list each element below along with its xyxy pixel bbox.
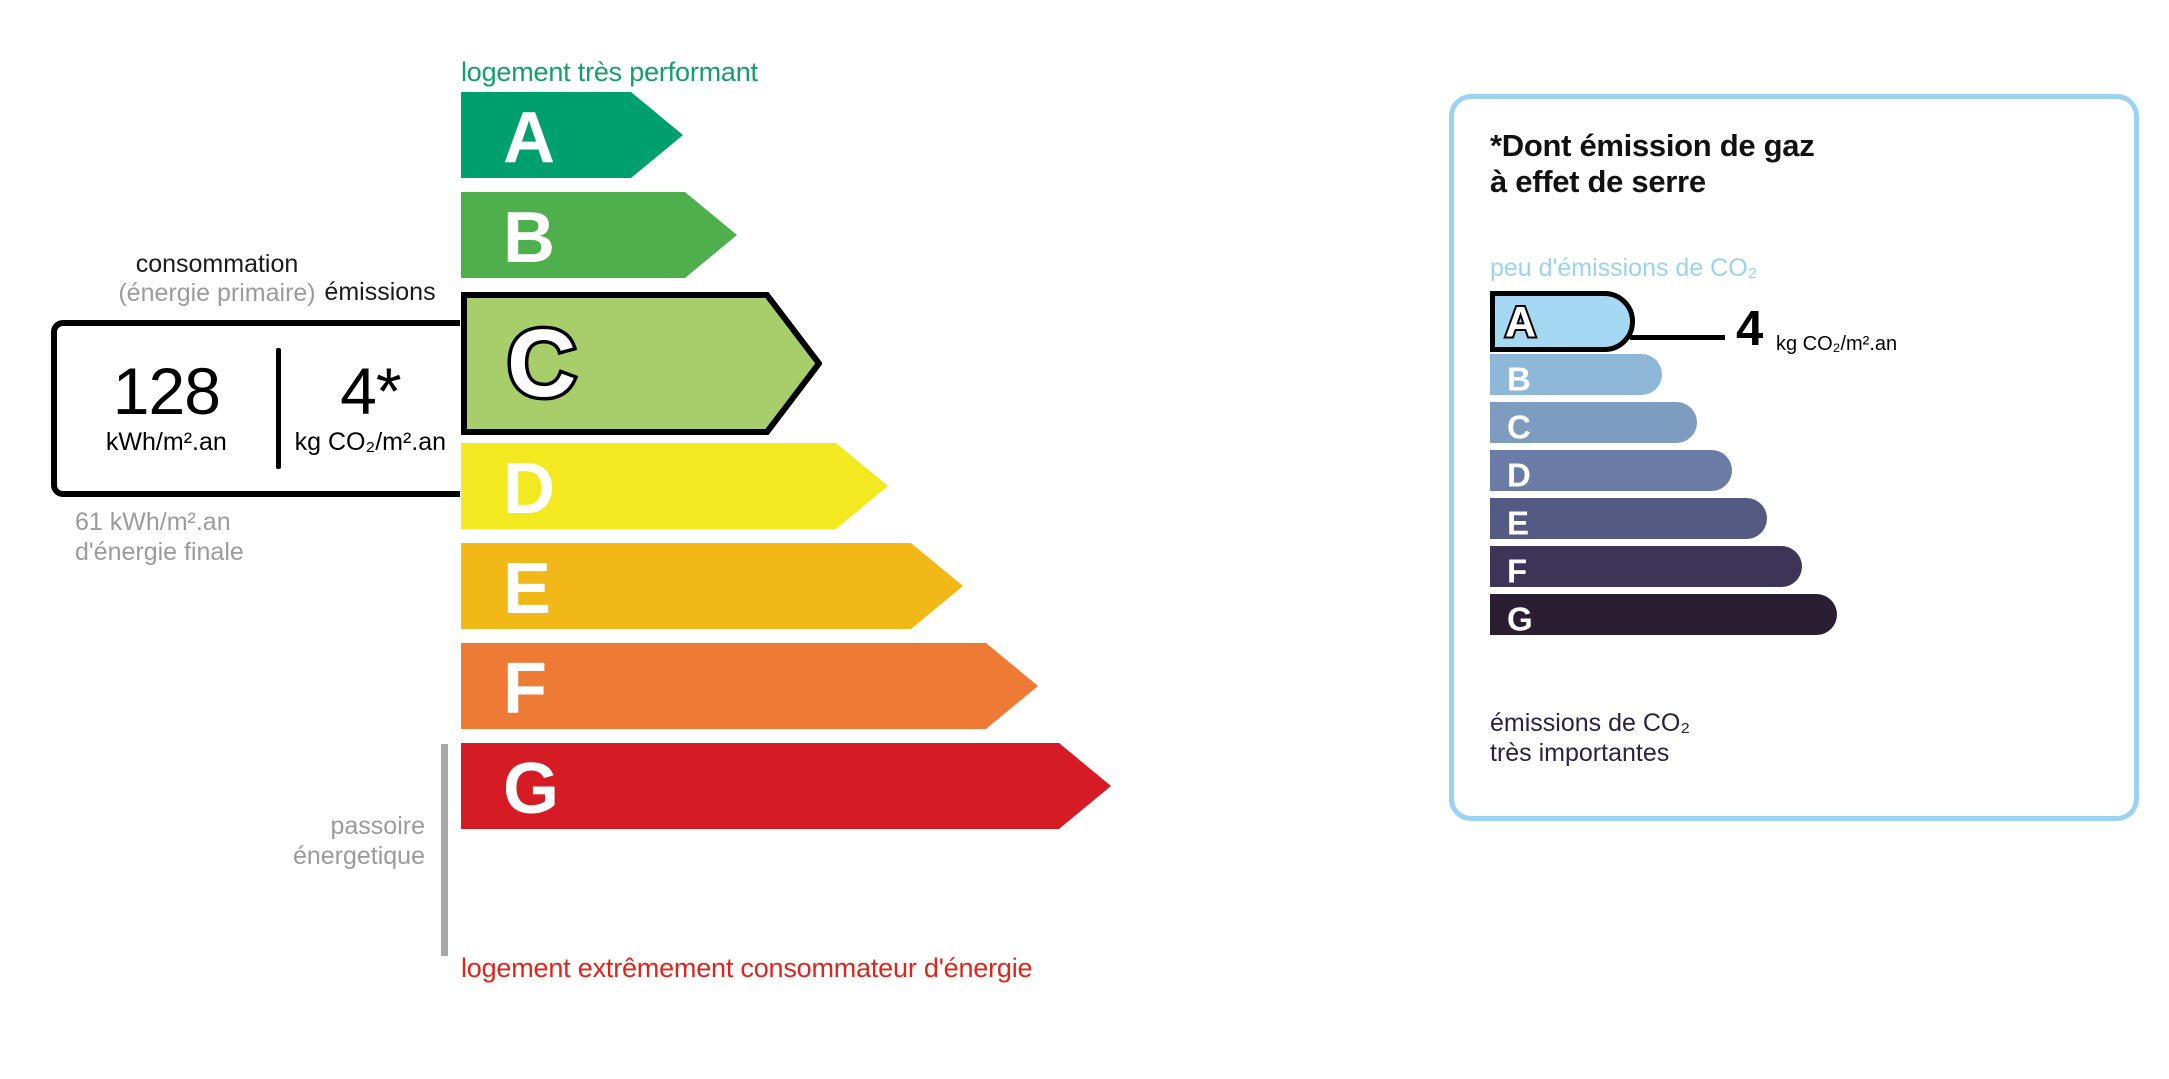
ges-value: 4: [1736, 302, 1764, 356]
consumption-header-line2: (énergie primaire): [118, 279, 316, 307]
energy-grade-row-c: C: [461, 292, 822, 435]
consumption-unit: kWh/m².an: [105, 428, 227, 457]
final-energy-line1: 61 kWh/m².an: [75, 508, 231, 536]
value-box: 128 kWh/m².an 4* kg CO₂/m².an: [51, 320, 460, 497]
energy-bar-shape-c: [461, 292, 822, 435]
emissions-unit: kg CO₂/m².an: [294, 428, 447, 457]
energy-grade-row-a: A: [461, 92, 689, 184]
ges-bar-shape-c: [1490, 402, 1697, 443]
ges-bar-shape-d: [1490, 450, 1732, 491]
energy-bar-shape-b: [461, 192, 737, 278]
ges-grade-row-d: D: [1490, 450, 1732, 499]
ges-title-line2: à effet de serre: [1490, 163, 1706, 199]
emissions-header: émissions: [324, 278, 436, 306]
ges-grade-row-f: F: [1490, 546, 1802, 595]
final-energy-note: 61 kWh/m².an d'énergie finale: [75, 508, 244, 567]
energy-caption-bottom: logement extrêmement consommateur d'éner…: [461, 953, 1033, 983]
consumption-header-line1: consommation: [135, 250, 299, 278]
ges-caption-bottom-line2: très importantes: [1490, 738, 1670, 767]
emissions-cell: 4* kg CO₂/m².an: [281, 326, 460, 491]
energy-caption-top: logement très performant: [461, 57, 758, 87]
passoire-label: passoire énergetique: [230, 812, 425, 871]
ges-caption-bottom: émissions de CO₂ très importantes: [1490, 709, 1690, 768]
energy-grade-row-d: D: [461, 443, 894, 535]
ges-grade-row-g: G: [1490, 594, 1837, 643]
ges-connector-line: [1630, 335, 1725, 340]
energy-bar-shape-a: [461, 92, 683, 178]
ges-bar-shape-a: [1490, 291, 1635, 352]
final-energy-line2: d'énergie finale: [75, 537, 244, 566]
energy-grade-row-b: B: [461, 192, 743, 284]
energy-grade-row-e: E: [461, 543, 969, 635]
passoire-marker-bar: [441, 744, 448, 956]
emissions-value: 4*: [340, 353, 401, 428]
ges-grade-row-e: E: [1490, 498, 1767, 547]
energy-bar-shape-g: [461, 743, 1111, 829]
energy-bar-shape-f: [461, 643, 1038, 729]
energy-bar-shape-d: [461, 443, 888, 529]
ges-caption-bottom-line1: émissions de CO₂: [1490, 709, 1691, 737]
consumption-cell: 128 kWh/m².an: [57, 326, 276, 491]
ges-caption-top: peu d'émissions de CO₂: [1490, 254, 1758, 282]
energy-grade-row-f: F: [461, 643, 1044, 735]
energy-bar-shape-e: [461, 543, 963, 629]
passoire-label-line1: passoire: [330, 812, 426, 840]
ges-panel: *Dont émission de gaz à effet de serre p…: [1449, 94, 2139, 821]
ges-grade-row-b: B: [1490, 354, 1662, 403]
consumption-value: 128: [112, 353, 221, 428]
dpe-energy-chart: logement très performant consommation (é…: [51, 57, 1117, 983]
ges-grade-row-c: C: [1490, 402, 1697, 451]
ges-bar-shape-b: [1490, 354, 1662, 395]
ges-bar-shape-f: [1490, 546, 1802, 587]
passoire-label-line2: énergetique: [292, 841, 425, 870]
ges-bar-shape-e: [1490, 498, 1767, 539]
consumption-header: consommation (énergie primaire): [62, 250, 372, 308]
ges-title: *Dont émission de gaz à effet de serre: [1490, 128, 1815, 200]
ges-title-line1: *Dont émission de gaz: [1490, 128, 1815, 163]
ges-grade-row-a: A 4 kg CO₂/m².an: [1490, 291, 1897, 355]
ges-bar-shape-g: [1490, 594, 1837, 635]
value-box-divider: [275, 348, 281, 469]
energy-grade-row-g: G: [461, 743, 1117, 835]
ges-value-unit: kg CO₂/m².an: [1776, 333, 1898, 355]
